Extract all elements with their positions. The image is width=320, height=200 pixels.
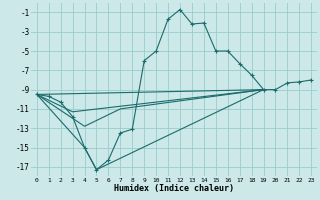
- X-axis label: Humidex (Indice chaleur): Humidex (Indice chaleur): [114, 184, 234, 193]
